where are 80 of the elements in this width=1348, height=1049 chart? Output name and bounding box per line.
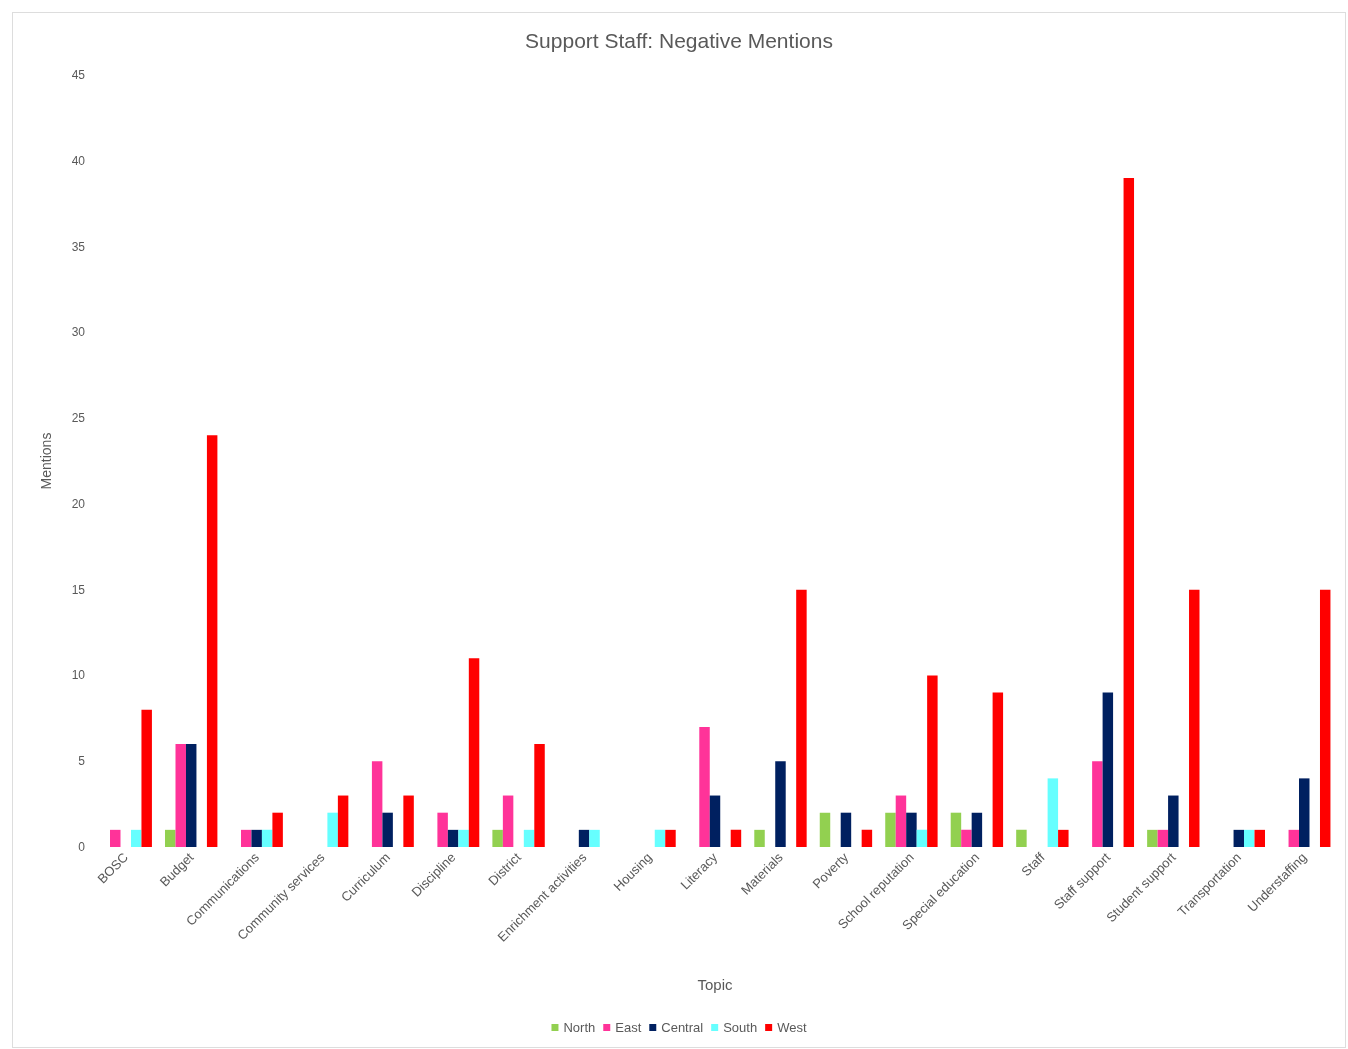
- bar: [185, 744, 197, 847]
- bar: [468, 658, 480, 847]
- bar: [165, 829, 176, 847]
- bar: [1288, 829, 1300, 847]
- bar: [403, 795, 414, 847]
- bar: [950, 812, 962, 847]
- bar: [382, 812, 393, 847]
- bar: [1254, 829, 1265, 847]
- bar: [906, 812, 917, 847]
- y-tick-label: 45: [71, 68, 86, 82]
- bar: [1168, 795, 1179, 847]
- bar: [327, 812, 338, 847]
- bar: [1016, 829, 1027, 847]
- bar: [1123, 177, 1135, 847]
- bar: [1157, 829, 1169, 847]
- bar: [1058, 829, 1069, 847]
- bar: [819, 812, 831, 847]
- bar: [437, 812, 448, 847]
- bar: [337, 795, 349, 847]
- bar: [502, 795, 514, 847]
- bar: [492, 829, 503, 847]
- legend-label: South: [723, 1020, 758, 1035]
- bar: [1047, 778, 1059, 847]
- y-tick-label: 40: [71, 153, 86, 168]
- bar: [654, 829, 666, 847]
- bar: [699, 726, 710, 847]
- bar: [730, 829, 742, 847]
- y-tick-label: 0: [78, 840, 86, 854]
- bar: [971, 812, 983, 847]
- bar: [1244, 829, 1255, 847]
- bar: [578, 829, 590, 847]
- bar: [775, 761, 786, 847]
- bar: [251, 829, 262, 847]
- bar: [927, 675, 938, 847]
- bar: [534, 744, 545, 847]
- bar: [709, 795, 721, 847]
- legend-label: West: [777, 1020, 807, 1035]
- x-axis-title: Topic: [697, 976, 733, 993]
- bar: [130, 829, 142, 847]
- bar: [1233, 829, 1245, 847]
- bar: [895, 795, 907, 847]
- bar: [754, 829, 765, 847]
- bar: [110, 829, 121, 847]
- y-tick-label: 10: [71, 668, 86, 683]
- bar: [206, 435, 218, 847]
- chart-title: Support Staff: Negative Mentions: [525, 29, 833, 52]
- bar: [240, 829, 252, 847]
- bar: [458, 829, 469, 847]
- legend-label: East: [615, 1020, 642, 1035]
- bar: [861, 829, 873, 847]
- legend-label: North: [563, 1020, 596, 1035]
- bar: [1102, 692, 1114, 847]
- y-tick-label: 15: [71, 582, 86, 597]
- bar: [796, 589, 807, 847]
- bar: [272, 812, 283, 847]
- legend-label: Central: [661, 1020, 704, 1035]
- bar: [175, 744, 186, 847]
- y-tick-label: 25: [71, 411, 86, 426]
- bar: [523, 829, 535, 847]
- bar: [916, 829, 928, 847]
- bar: [371, 761, 383, 847]
- bar: [961, 829, 972, 847]
- bar: [1147, 829, 1158, 847]
- y-tick-label: 20: [71, 496, 86, 511]
- y-axis-title: Mentions: [38, 432, 54, 490]
- y-tick-label: 30: [71, 325, 86, 340]
- bar: [665, 829, 676, 847]
- bar: [885, 812, 896, 847]
- bar: [1319, 589, 1331, 847]
- y-tick-label: 5: [78, 754, 86, 769]
- bar: [840, 812, 852, 847]
- bar: [261, 829, 273, 847]
- bar: [447, 829, 459, 847]
- bar: [1189, 589, 1200, 847]
- bar: [1092, 761, 1103, 847]
- bar: [992, 692, 1004, 847]
- y-tick-label: 35: [71, 239, 86, 254]
- bar: [141, 709, 152, 847]
- bar: [1299, 778, 1310, 847]
- bar: [589, 829, 600, 847]
